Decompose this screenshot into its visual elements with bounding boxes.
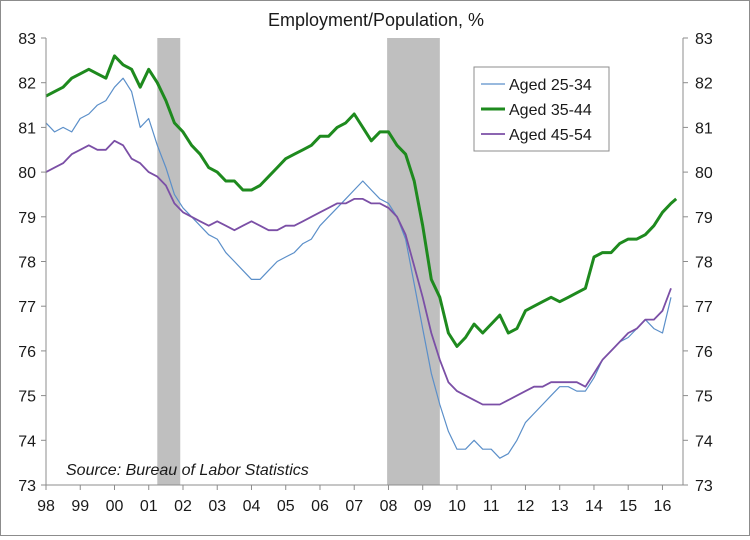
y-tick-label-left: 78 [18,255,36,272]
x-tick-label: 09 [414,498,432,515]
y-tick-label-left: 74 [18,433,36,450]
x-tick-label: 12 [517,498,535,515]
y-tick-label-left: 75 [18,389,36,406]
y-tick-label-left: 77 [18,299,36,316]
y-tick-label-right: 78 [695,255,713,272]
x-tick-label: 11 [483,498,500,515]
y-tick-label-right: 77 [695,299,713,316]
y-tick-label-left: 83 [18,31,36,48]
x-tick-label: 15 [619,498,637,515]
x-tick-label: 01 [140,498,158,515]
y-tick-label-right: 74 [695,433,713,450]
y-tick-label-right: 73 [695,478,713,495]
x-tick-label: 00 [106,498,124,515]
y-tick-label-right: 75 [695,389,713,406]
source-note: Source: Bureau of Labor Statistics [66,462,309,479]
y-tick-label-left: 80 [18,165,36,182]
y-tick-label-right: 76 [695,344,713,361]
y-tick-label-right: 79 [695,210,713,227]
tick-labels: 73 73 74 74 75 75 76 76 77 77 78 78 79 79 80 80 81 81 82 82… [18,31,713,515]
x-tick-label: 04 [243,498,261,515]
legend-label-3: Aged 45-54 [509,127,592,144]
x-tick-label: 99 [71,498,89,515]
x-tick-label: 02 [174,498,192,515]
x-tick-label: 13 [551,498,569,515]
series-lines [45,54,678,459]
chart-title: Employment/Population, % [268,10,484,30]
x-tick-label: 03 [208,498,226,515]
series-line-2 [45,54,678,348]
legend-label-1: Aged 25-34 [509,77,592,94]
y-tick-label-right: 81 [695,120,713,137]
recession-band [157,38,181,485]
recession-bands [157,38,440,485]
x-tick-label: 06 [311,498,329,515]
x-tick-label: 16 [654,498,672,515]
series-line-3 [45,139,672,406]
x-tick-label: 07 [345,498,363,515]
y-tick-label-left: 82 [18,76,36,93]
x-tick-label: 08 [380,498,398,515]
y-tick-label-left: 76 [18,344,36,361]
legend: Aged 25-34 Aged 35-44 Aged 45-54 [473,66,610,152]
legend-label-2: Aged 35-44 [509,102,592,119]
y-tick-label-right: 83 [695,31,713,48]
x-tick-label: 14 [585,498,603,515]
y-tick-label-right: 80 [695,165,713,182]
x-tick-label: 10 [448,498,466,515]
x-tick-label: 98 [37,498,55,515]
series-line-1 [45,77,672,459]
x-tick-label: 05 [277,498,295,515]
y-tick-label-left: 79 [18,210,36,227]
y-tick-label-left: 81 [18,120,36,137]
y-tick-label-left: 73 [18,478,36,495]
y-tick-label-right: 82 [695,76,713,93]
